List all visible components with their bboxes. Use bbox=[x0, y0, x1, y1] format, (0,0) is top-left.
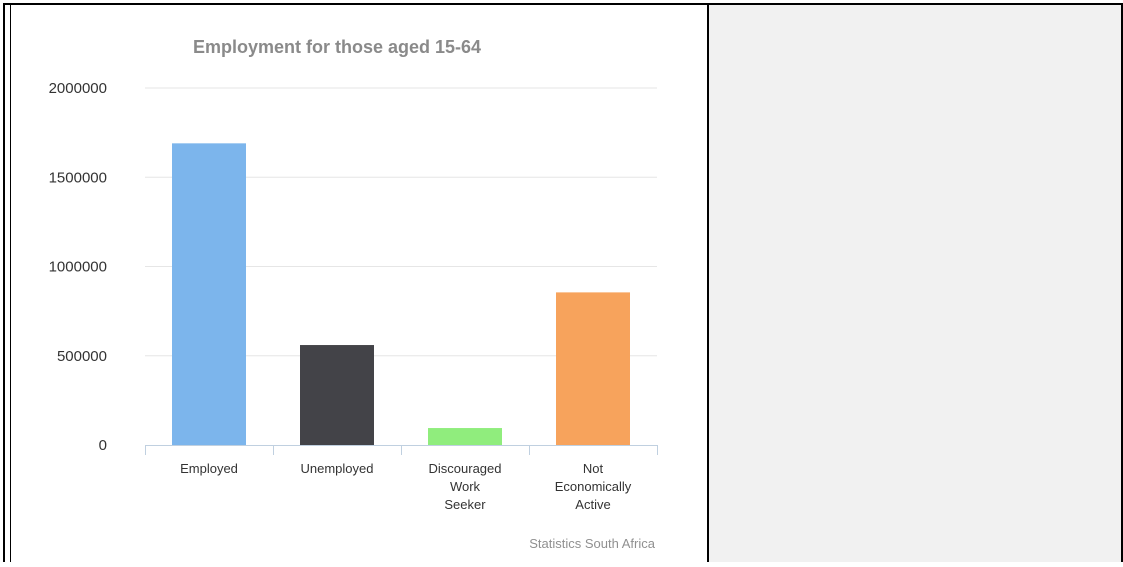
bar[interactable] bbox=[428, 428, 502, 445]
x-category-label: Not Economically Active bbox=[555, 461, 632, 512]
bar[interactable] bbox=[172, 143, 246, 445]
y-tick-label: 0 bbox=[99, 437, 107, 454]
x-category-label: Unemployed bbox=[301, 461, 374, 476]
column-divider bbox=[707, 5, 709, 562]
x-axis: Employed Unemployed Discouraged Work Seeker N… bbox=[145, 445, 658, 512]
bar[interactable] bbox=[556, 292, 630, 445]
x-category-label: Employed bbox=[180, 461, 238, 476]
bar-chart: Employment for those aged 15-64 0 500000 1… bbox=[49, 37, 658, 551]
y-tick-label: 2000000 bbox=[49, 80, 107, 97]
left-border-line bbox=[10, 5, 11, 562]
outer-border bbox=[3, 3, 1123, 562]
y-tick-label: 500000 bbox=[57, 348, 107, 365]
chart-title: Employment for those aged 15-64 bbox=[193, 37, 481, 57]
x-category-label: Discouraged Work Seeker bbox=[429, 461, 502, 512]
y-tick-label: 1000000 bbox=[49, 259, 107, 276]
bars bbox=[172, 143, 630, 445]
chart-credit[interactable]: Statistics South Africa bbox=[529, 536, 655, 551]
right-panel bbox=[709, 5, 1121, 562]
chart-panel: Employment for those aged 15-64 0 500000 1… bbox=[11, 5, 707, 562]
y-axis: 0 500000 1000000 1500000 2000000 bbox=[49, 80, 107, 454]
bar[interactable] bbox=[300, 345, 374, 445]
y-tick-label: 1500000 bbox=[49, 169, 107, 186]
